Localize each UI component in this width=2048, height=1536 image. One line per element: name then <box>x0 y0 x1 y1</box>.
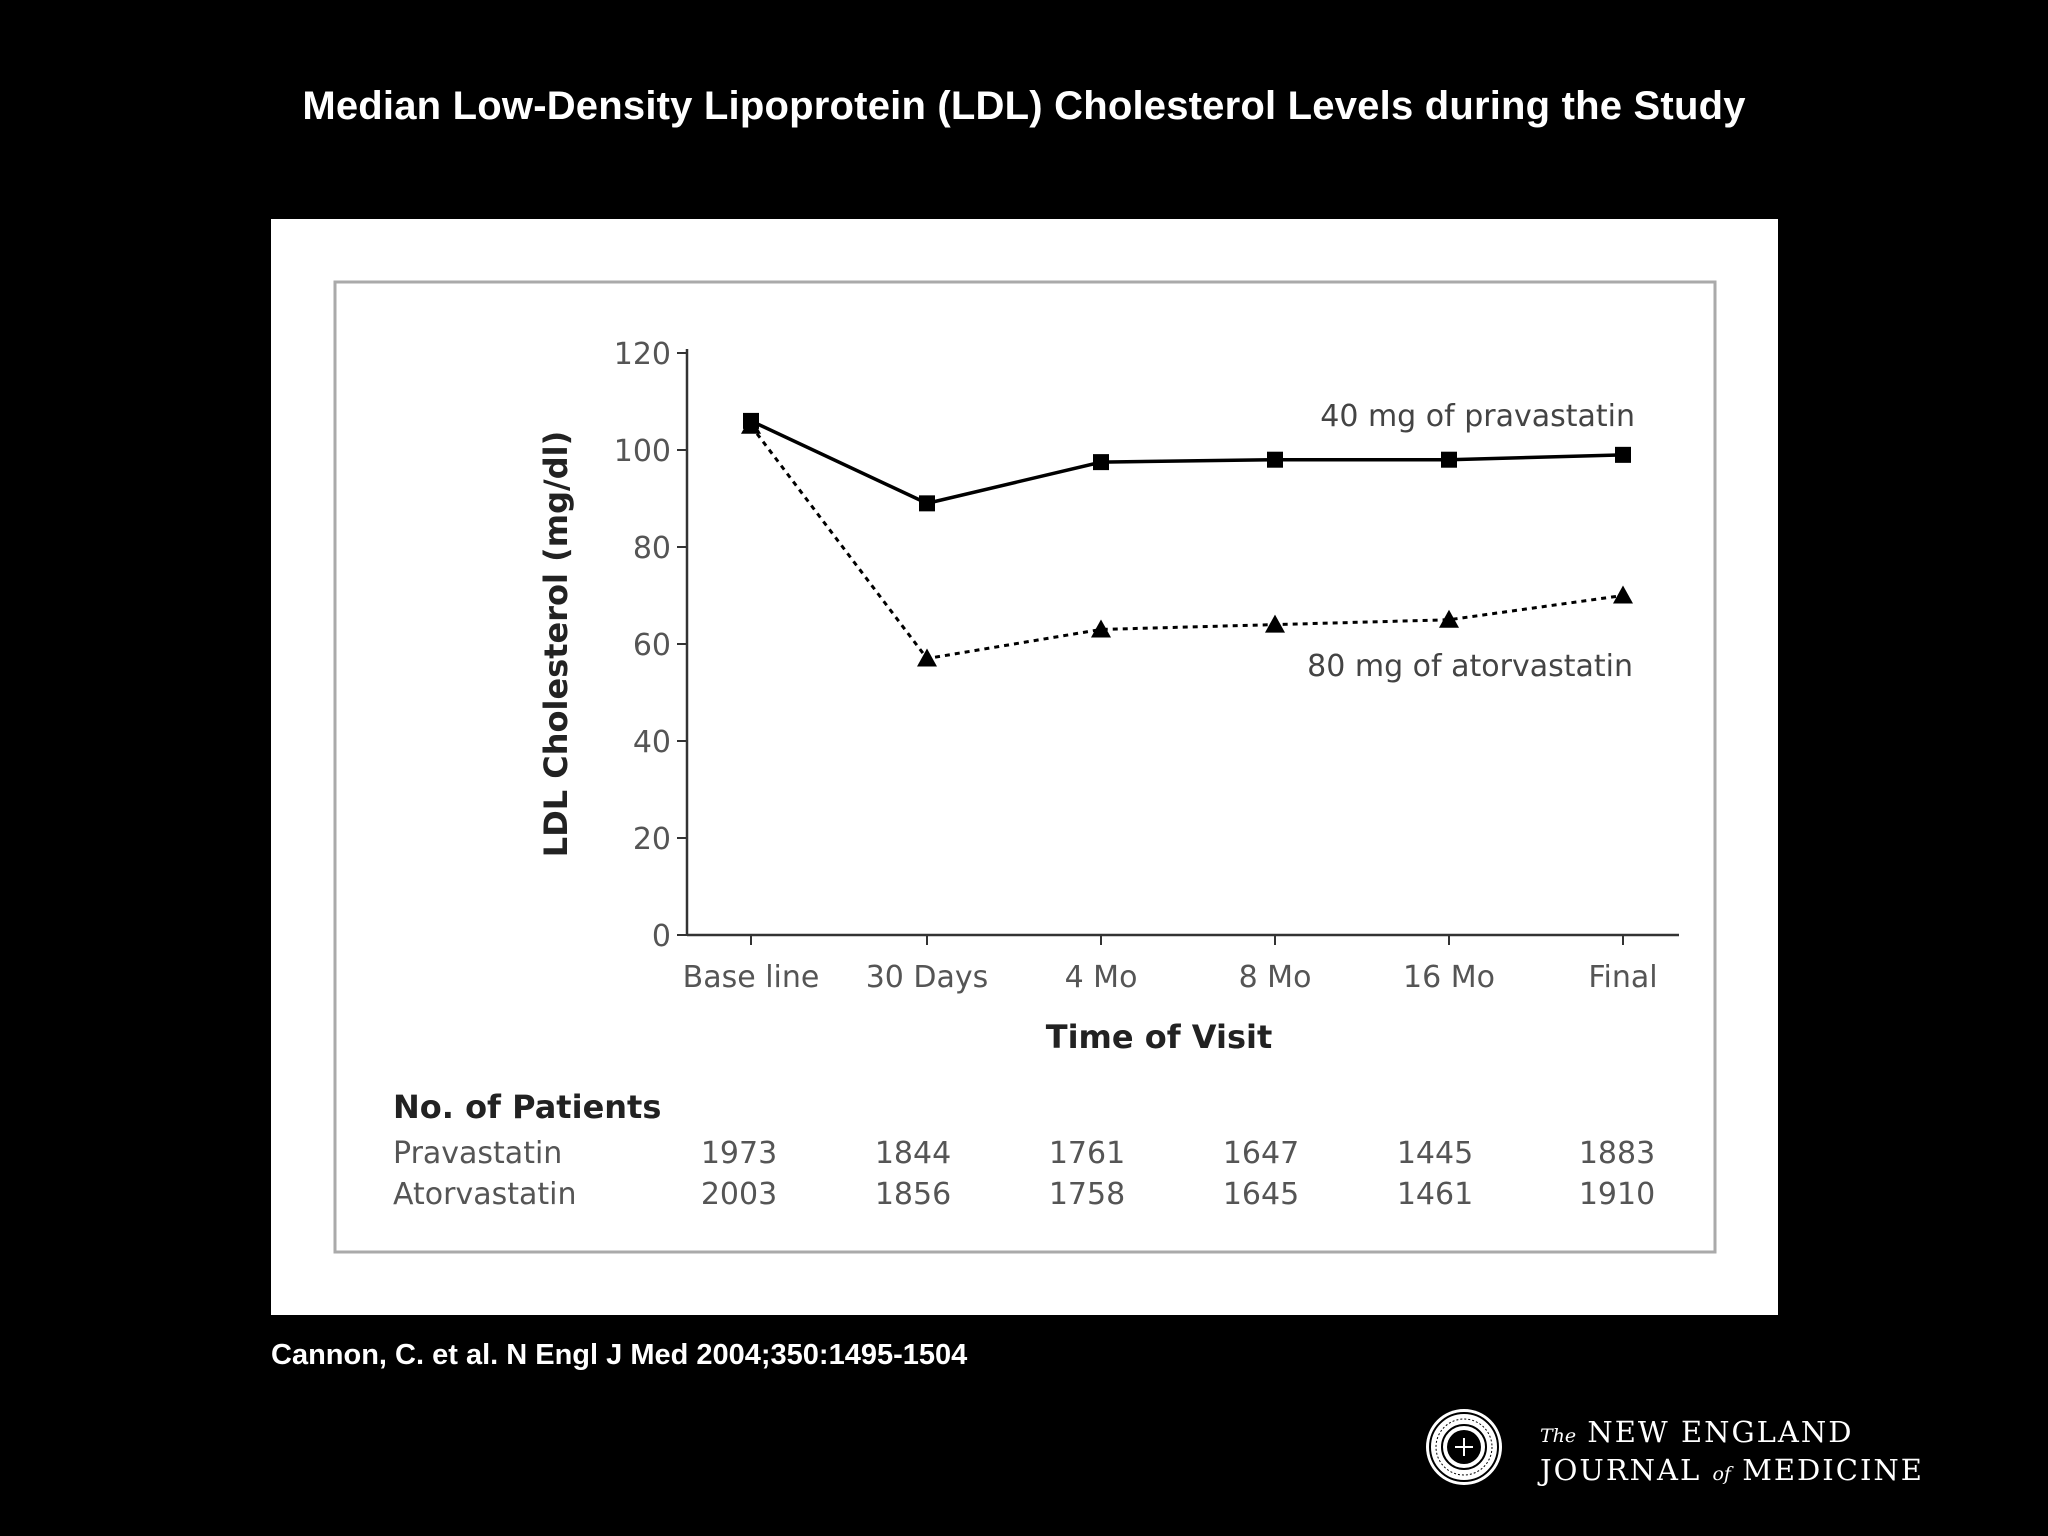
logo-line-2: JOURNAL of MEDICINE <box>1540 1453 1924 1487</box>
patients-count: 1445 <box>1397 1136 1473 1171</box>
y-tick-label: 120 <box>614 337 671 372</box>
x-tick-label: 16 Mo <box>1403 960 1495 995</box>
x-tick-label: 8 Mo <box>1239 960 1312 995</box>
atorvastatin-point <box>741 415 761 434</box>
nejm-logo: The NEW ENGLAND JOURNAL of MEDICINE <box>1424 1407 1944 1497</box>
logo-line-1: The NEW ENGLAND <box>1540 1415 1854 1449</box>
citation: Cannon, C. et al. N Engl J Med 2004;350:… <box>271 1339 968 1371</box>
patients-count: 1856 <box>875 1177 951 1212</box>
patients-count: 1910 <box>1579 1177 1655 1212</box>
patients-row-label: Atorvastatin <box>393 1177 576 1212</box>
patients-count: 1461 <box>1397 1177 1473 1212</box>
patients-count: 1973 <box>701 1136 777 1171</box>
patients-count: 1645 <box>1223 1177 1299 1212</box>
atorvastatin-point <box>917 648 937 667</box>
pravastatin-point <box>1441 451 1457 468</box>
y-tick-label: 40 <box>633 725 671 760</box>
series-line-1 <box>750 419 1624 506</box>
x-tick-label: 30 Days <box>866 960 989 995</box>
patients-table-heading: No. of Patients <box>393 1088 661 1126</box>
y-tick-label: 0 <box>652 919 671 954</box>
y-tick-label: 100 <box>614 434 671 469</box>
series-line-2 <box>749 424 1624 661</box>
patients-count: 1883 <box>1579 1136 1655 1171</box>
pravastatin-point <box>1267 451 1283 468</box>
x-tick-label: Final <box>1588 960 1657 995</box>
atorvastatin-point <box>1265 614 1285 633</box>
x-axis-title: Time of Visit <box>1046 1018 1273 1056</box>
figure-panel: 0 20 40 60 80 100 120 Base line 30 Days 4 Mo 8 Mo 1… <box>271 219 1778 1315</box>
patients-row-label: Pravastatin <box>393 1136 562 1171</box>
pravastatin-point <box>1615 446 1631 463</box>
patients-count: 2003 <box>701 1177 777 1212</box>
atorvastatin-point <box>1439 609 1459 628</box>
series-label-2: 80 mg of atorvastatin <box>1307 649 1633 684</box>
x-tick-label: Base line <box>683 960 820 995</box>
atorvastatin-point <box>1613 585 1633 604</box>
slide-title: Median Low-Density Lipoprotein (LDL) Cho… <box>302 84 1746 128</box>
patients-count: 1758 <box>1049 1177 1125 1212</box>
pravastatin-point <box>919 495 935 512</box>
series-label-1: 40 mg of pravastatin <box>1320 399 1635 434</box>
patients-count: 1844 <box>875 1136 951 1171</box>
nejm-seal-icon <box>1426 1409 1502 1485</box>
figure-frame <box>333 280 1717 1254</box>
patients-count: 1761 <box>1049 1136 1125 1171</box>
ldl-line-chart: 0 20 40 60 80 100 120 Base line 30 Days 4 Mo 8 Mo 1… <box>333 280 1717 1254</box>
y-tick-label: 60 <box>633 628 671 663</box>
patients-count: 1647 <box>1223 1136 1299 1171</box>
y-axis-title: LDL Cholesterol (mg/dl) <box>537 431 575 857</box>
y-tick-label: 80 <box>633 531 671 566</box>
atorvastatin-point <box>1091 619 1111 638</box>
pravastatin-point <box>1093 454 1109 471</box>
x-tick-label: 4 Mo <box>1065 960 1138 995</box>
y-tick-label: 20 <box>633 822 671 857</box>
